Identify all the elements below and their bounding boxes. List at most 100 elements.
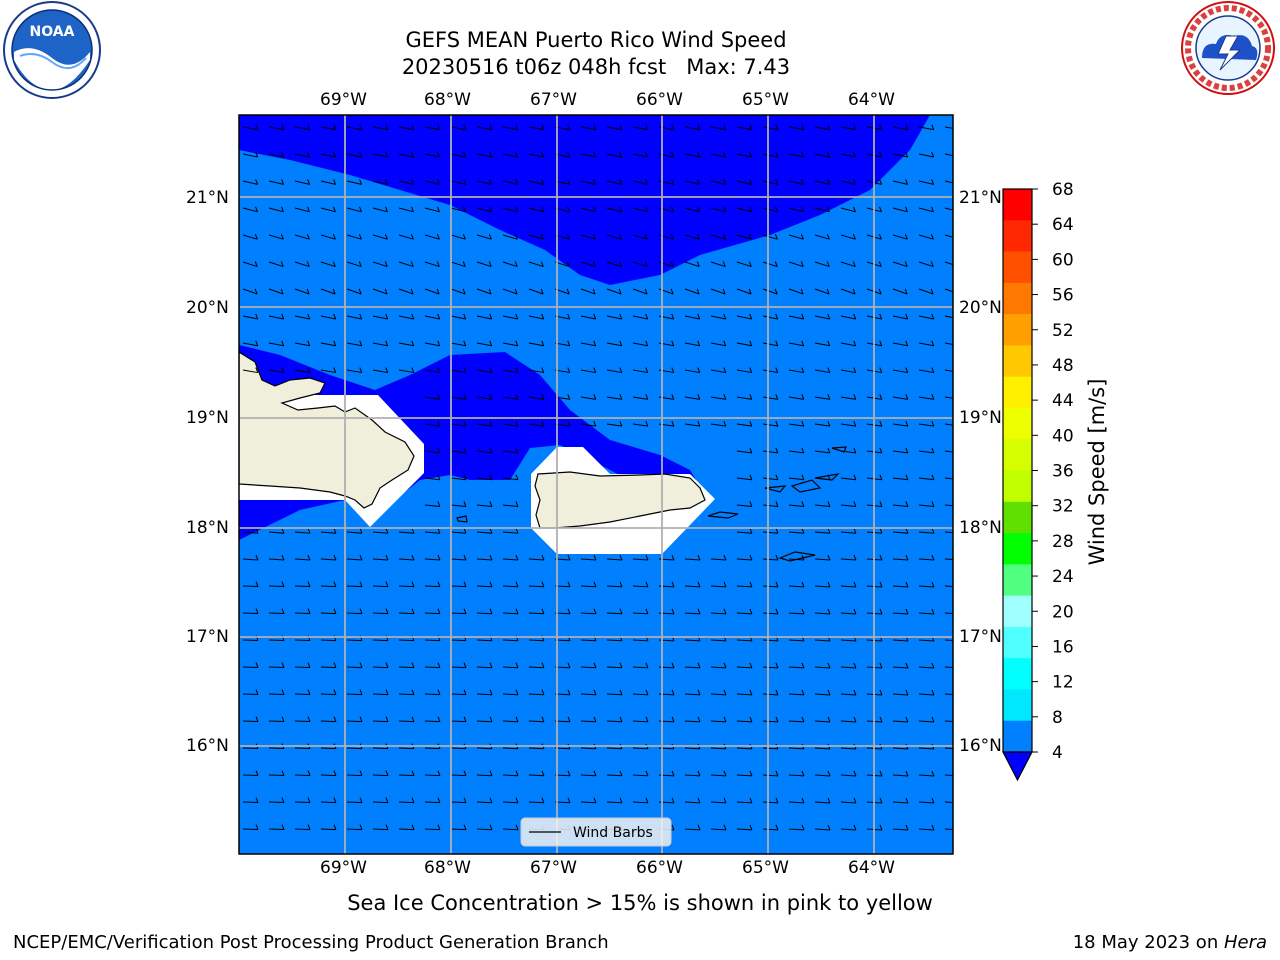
wind-barb: [762, 394, 779, 400]
wind-barb: [840, 797, 857, 804]
wind-barb: [424, 340, 441, 347]
lon-label-bottom: 69°W: [320, 858, 367, 878]
lon-label-top: 68°W: [424, 90, 471, 110]
wind-barb: [346, 689, 363, 696]
wind-barb: [476, 662, 493, 669]
wind-barb: [242, 367, 259, 374]
wind-barb: [710, 662, 727, 669]
wind-barb: [450, 394, 467, 400]
wind-barb: [788, 689, 805, 696]
wind-barb: [242, 234, 258, 240]
wind-barb: [944, 234, 953, 238]
wind-barb: [710, 420, 727, 427]
colorbar-tick-label: 36: [1052, 462, 1074, 482]
wind-barb: [346, 234, 362, 240]
wind-barb: [476, 313, 493, 320]
wind-barb: [268, 554, 285, 561]
wind-barb: [814, 824, 831, 831]
wind-barb: [346, 528, 363, 534]
wind-barb: [580, 770, 597, 777]
lon-label-bottom: 65°W: [742, 858, 789, 878]
wind-barb: [684, 394, 701, 400]
wind-barb: [424, 770, 441, 777]
wind-barb: [736, 608, 753, 615]
wind-barb: [294, 124, 311, 131]
wind-barb: [684, 662, 701, 669]
wind-barb: [242, 797, 259, 804]
wind-barb: [372, 824, 389, 831]
wind-barb: [736, 234, 752, 240]
colorbar-tick-label: 8: [1052, 708, 1063, 728]
wind-barb: [372, 151, 389, 158]
wind-barb: [424, 501, 441, 507]
map-frame: [238, 114, 954, 855]
wind-barb: [424, 581, 441, 588]
wind-barb: [736, 770, 753, 777]
wind-barb: [294, 608, 311, 615]
wind-barb: [424, 288, 440, 295]
wind-barb: [814, 394, 831, 400]
wind-barb: [632, 770, 649, 777]
wind-barb: [528, 689, 545, 696]
wind-barb: [502, 206, 518, 213]
wind-barb: [580, 420, 597, 427]
colorbar-segment: [1003, 595, 1032, 628]
lon-label-top: 67°W: [530, 90, 577, 110]
wind-barb: [424, 474, 441, 481]
lon-label-bottom: 64°W: [848, 858, 895, 878]
wind-barb: [632, 608, 649, 615]
colorbar-tick-label: 28: [1052, 532, 1074, 552]
wind-barb: [710, 394, 727, 400]
wind-barb: [372, 581, 389, 588]
colorbar-segment: [1003, 439, 1032, 471]
wind-barb: [294, 770, 311, 777]
wind-barb: [762, 151, 779, 158]
wind-barb: [242, 313, 259, 320]
footer-branch: NCEP/EMC/Verification Post Processing Pr…: [13, 932, 609, 953]
colorbar-segment: [1003, 470, 1032, 503]
wind-barb: [606, 716, 623, 723]
wind-barb: [762, 528, 779, 534]
wind-barb: [788, 151, 805, 158]
wind-barb: [268, 662, 285, 669]
wind-barb: [424, 716, 441, 723]
wind-barb: [632, 689, 649, 696]
wind-barb: [632, 716, 649, 723]
wind-barb: [320, 124, 337, 131]
wind-barb: [580, 206, 596, 213]
wind-barb: [814, 797, 831, 804]
wind-barb: [268, 179, 285, 185]
wind-barb: [684, 313, 701, 320]
wind-barb: [632, 420, 649, 427]
wind-barb: [892, 367, 909, 374]
wind-barb: [762, 340, 779, 347]
wind-barb: [320, 662, 337, 669]
wind-barb: [684, 770, 701, 777]
wind-barb: [788, 554, 805, 561]
wind-barb: [762, 689, 779, 696]
wind-barb: [736, 581, 753, 588]
wind-barb: [632, 234, 648, 240]
colorbar-tick-label: 48: [1052, 356, 1074, 376]
colorbar-segment: [1003, 689, 1032, 722]
colorbar-tick-label: 24: [1052, 567, 1074, 587]
wind-barb: [814, 234, 830, 240]
wind-barb: [242, 716, 259, 723]
wind-barb: [372, 608, 389, 615]
wind-barb: [242, 261, 258, 268]
wind-barb: [762, 608, 779, 615]
wind-barb: [320, 528, 337, 534]
wind-barb: [476, 528, 493, 534]
wind-barb: [450, 554, 467, 561]
wind-barb: [346, 288, 362, 295]
wind-barb: [476, 581, 493, 588]
wind-barb: [450, 447, 467, 454]
wind-barb: [502, 394, 519, 400]
wind-barb: [528, 367, 545, 374]
wind-barb: [268, 261, 284, 268]
wind-barb: [606, 662, 623, 669]
wind-barb: [918, 662, 935, 669]
wind-barb: [788, 608, 805, 615]
lon-label-bottom: 67°W: [530, 858, 577, 878]
wind-barb: [268, 797, 285, 804]
